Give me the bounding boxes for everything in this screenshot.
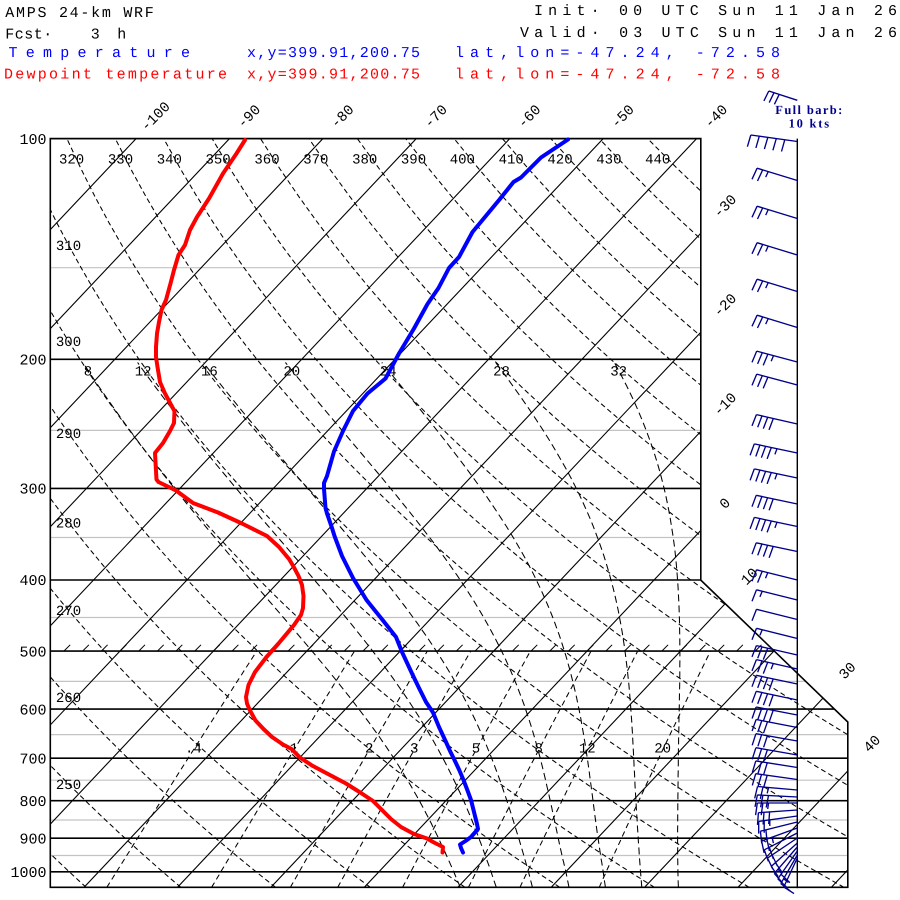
svg-text:600: 600: [19, 702, 46, 719]
svg-text:8: 8: [534, 742, 542, 758]
svg-text:.4: .4: [185, 742, 202, 758]
svg-text:260: 260: [56, 691, 81, 707]
svg-text:390: 390: [401, 152, 426, 168]
svg-text:800: 800: [19, 794, 46, 811]
svg-text:2: 2: [365, 742, 373, 758]
svg-text:AMPS 24-km WRF: AMPS 24-km WRF: [5, 5, 154, 22]
svg-text:200: 200: [19, 353, 46, 370]
svg-text:500: 500: [19, 644, 46, 661]
svg-text:360: 360: [254, 152, 279, 168]
svg-text:300: 300: [56, 335, 81, 351]
svg-text:8: 8: [84, 365, 92, 381]
svg-text:16: 16: [201, 365, 218, 381]
svg-text:430: 430: [596, 152, 621, 168]
svg-text:280: 280: [56, 516, 81, 532]
svg-text:440: 440: [645, 152, 670, 168]
svg-text:370: 370: [303, 152, 328, 168]
svg-text:12: 12: [579, 742, 596, 758]
svg-text:32: 32: [610, 365, 627, 381]
svg-text:28: 28: [493, 365, 510, 381]
svg-text:350: 350: [205, 152, 230, 168]
svg-text:900: 900: [19, 831, 46, 848]
svg-text:3: 3: [410, 742, 418, 758]
svg-text:300: 300: [19, 482, 46, 499]
svg-text:400: 400: [19, 573, 46, 590]
svg-text:340: 340: [157, 152, 182, 168]
svg-text:100: 100: [19, 132, 46, 149]
svg-text:400: 400: [450, 152, 475, 168]
svg-text:3: 3: [91, 26, 100, 43]
svg-text:250: 250: [56, 778, 81, 794]
svg-text:20: 20: [283, 365, 300, 381]
svg-text:h: h: [117, 26, 126, 43]
svg-text:20: 20: [654, 742, 671, 758]
svg-text:410: 410: [499, 152, 524, 168]
svg-text:320: 320: [59, 152, 84, 168]
svg-text:310: 310: [56, 239, 81, 255]
svg-text:x,y=399.91,200.75: x,y=399.91,200.75: [247, 66, 420, 83]
svg-text:5: 5: [472, 742, 480, 758]
svg-text:10 kts: 10 kts: [789, 117, 830, 131]
svg-text:290: 290: [56, 427, 81, 443]
svg-text:330: 330: [108, 152, 133, 168]
svg-text:380: 380: [352, 152, 377, 168]
svg-text:Full barb:: Full barb:: [775, 103, 842, 117]
svg-text:12: 12: [135, 365, 152, 381]
svg-text:420: 420: [547, 152, 572, 168]
svg-text:Fcst·: Fcst·: [5, 26, 52, 43]
svg-text:1000: 1000: [10, 865, 46, 882]
svg-text:270: 270: [56, 604, 81, 620]
svg-text:x,y=399.91,200.75: x,y=399.91,200.75: [247, 45, 420, 62]
svg-text:700: 700: [19, 751, 46, 768]
